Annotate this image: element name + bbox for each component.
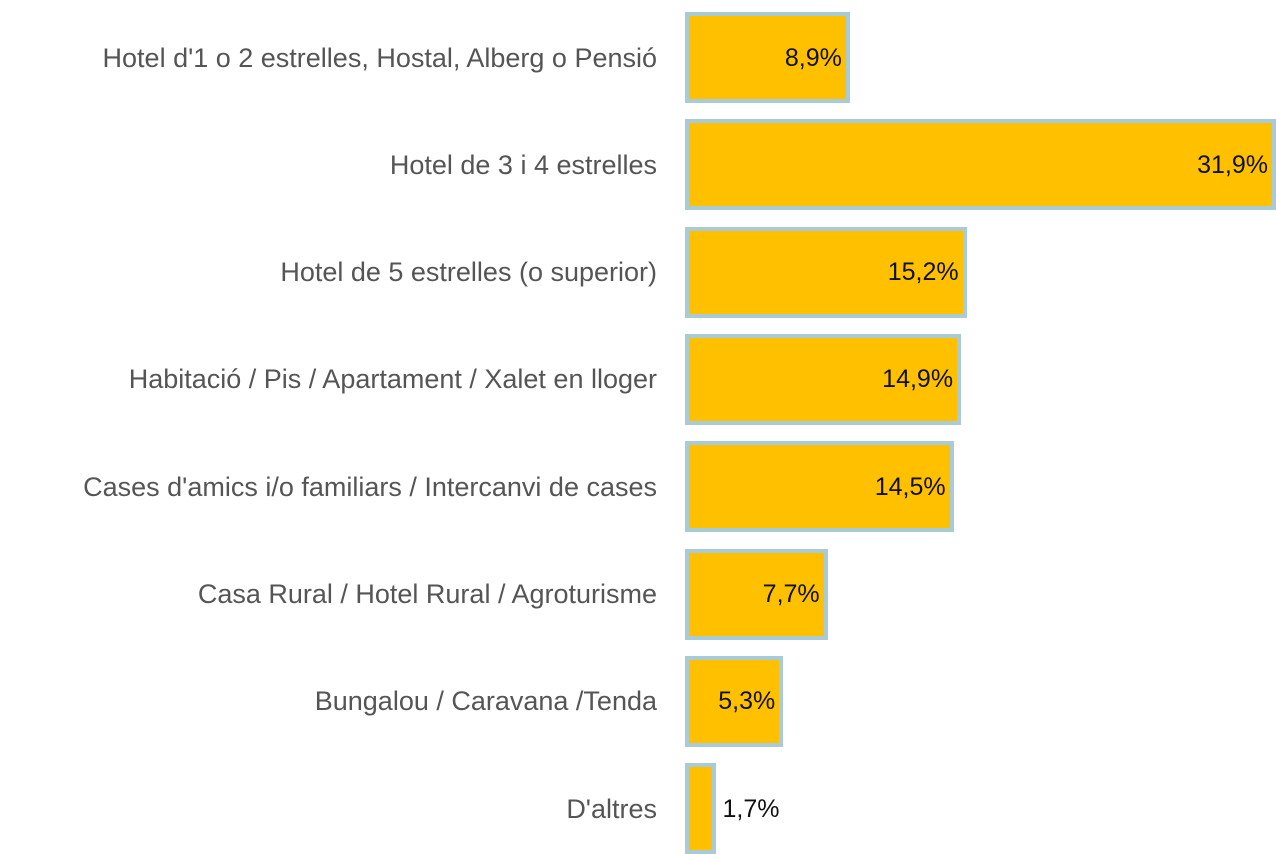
category-label: Habitació / Pis / Apartament / Xalet en …	[128, 364, 657, 395]
value-label: 31,9%	[1197, 150, 1268, 179]
category-label: Cases d'amics i/o familiars / Intercanvi…	[83, 471, 657, 502]
category-label: Hotel de 5 estrelles (o superior)	[280, 257, 657, 288]
bar	[685, 548, 828, 640]
value-label: 14,5%	[874, 472, 946, 501]
category-label: D'altres	[566, 793, 657, 824]
bar	[685, 763, 717, 854]
category-label: Bungalou / Caravana /Tenda	[314, 686, 657, 717]
bar	[685, 655, 784, 747]
value-label: 8,9%	[784, 43, 842, 72]
category-label: Hotel de 3 i 4 estrelles	[389, 149, 657, 180]
value-label: 15,2%	[887, 258, 959, 287]
value-label: 7,7%	[762, 580, 820, 608]
value-label: 1,7%	[722, 794, 780, 823]
bar	[685, 12, 850, 103]
bar	[685, 441, 954, 533]
bar	[685, 226, 967, 318]
category-label: Hotel d'1 o 2 estrelles, Hostal, Alberg …	[102, 42, 657, 73]
value-label: 14,9%	[882, 365, 954, 394]
category-label: Casa Rural / Hotel Rural / Agroturisme	[197, 579, 657, 609]
bar	[685, 119, 1276, 211]
value-label: 5,3%	[718, 687, 776, 716]
bar	[685, 333, 962, 425]
